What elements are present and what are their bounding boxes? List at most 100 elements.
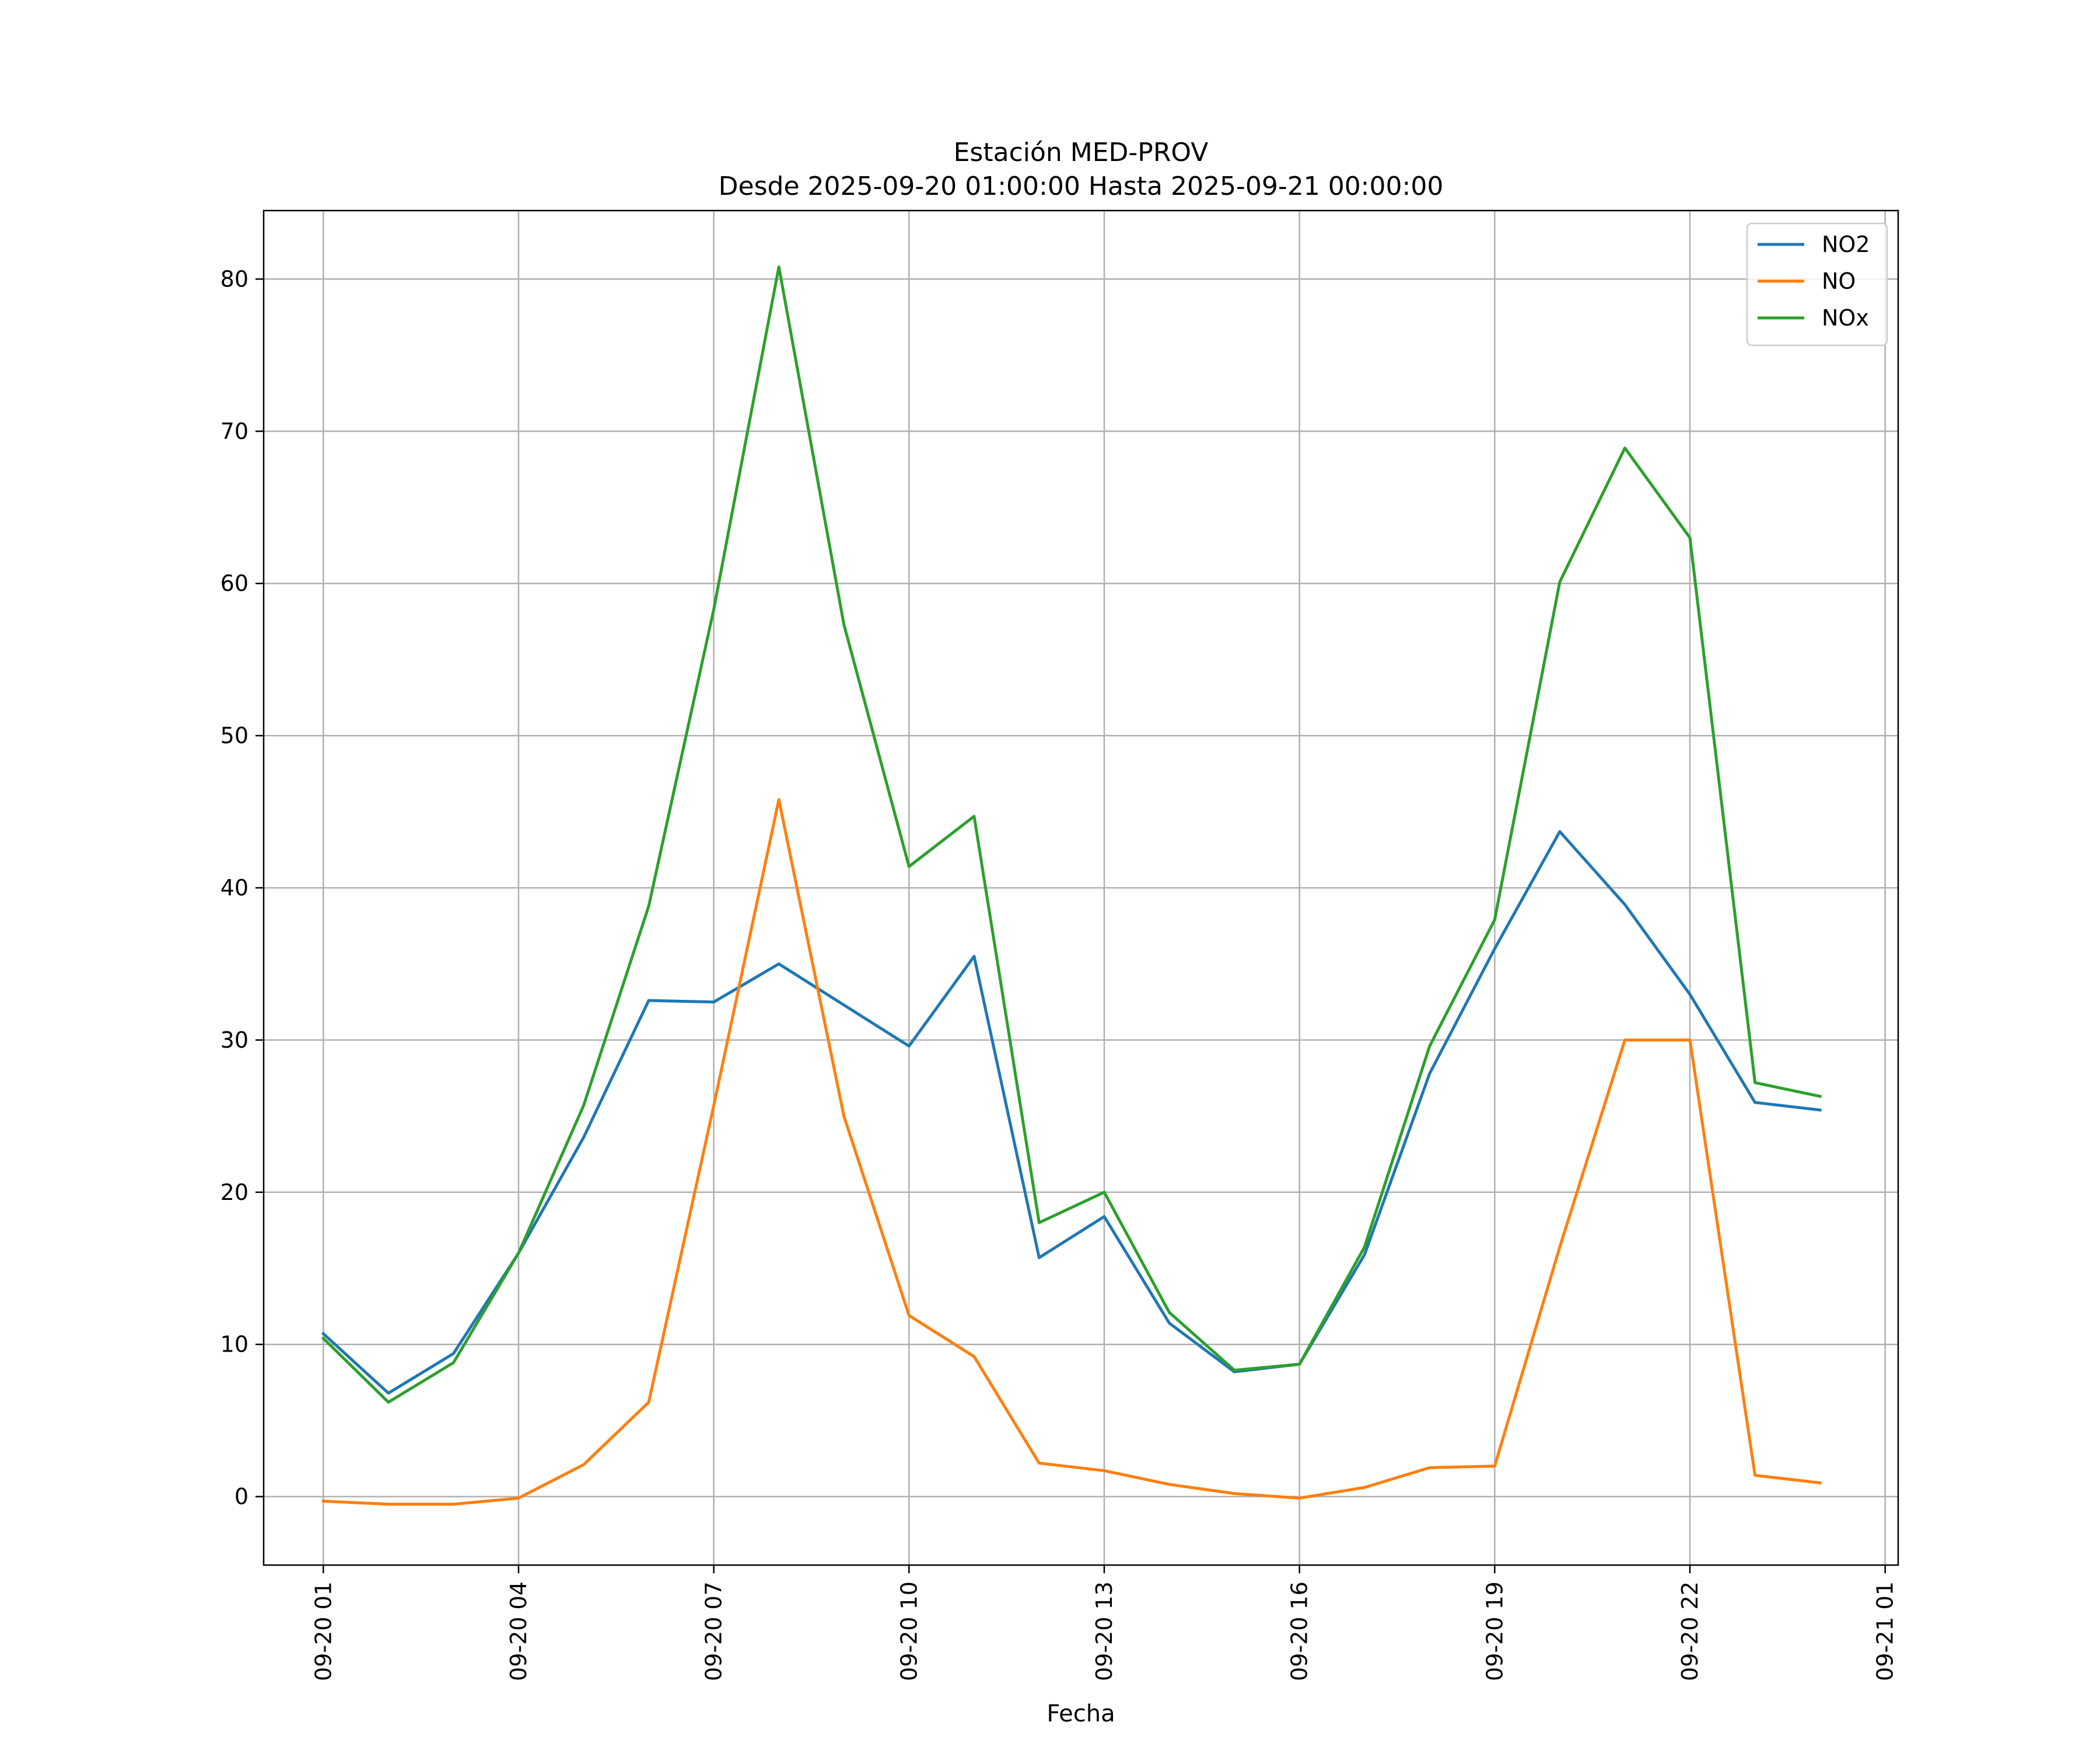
data-point-no2	[1363, 1254, 1366, 1256]
legend-box	[1746, 222, 1888, 346]
series-lines	[321, 265, 1822, 1506]
x-tick-label: 09-20 07	[701, 1581, 727, 1681]
data-point-no	[1168, 1483, 1170, 1486]
x-tick-label: 09-20 19	[1482, 1581, 1507, 1681]
data-point-nox	[1559, 581, 1561, 583]
chart-subtitle: Desde 2025-09-20 01:00:00 Hasta 2025-09-…	[719, 172, 1444, 201]
data-point-no	[648, 1401, 650, 1404]
y-tick-label: 60	[220, 570, 249, 596]
data-point-no	[843, 1115, 845, 1117]
data-point-no	[1819, 1482, 1821, 1484]
x-tick-label: 09-20 13	[1091, 1581, 1117, 1681]
data-point-nox	[778, 266, 780, 268]
x-tick-label: 09-20 10	[896, 1581, 922, 1681]
data-point-nox	[1298, 1363, 1301, 1366]
data-point-no2	[908, 1045, 910, 1047]
grid	[264, 211, 1898, 1565]
x-tick-label: 09-20 16	[1287, 1581, 1312, 1681]
data-point-no	[908, 1314, 910, 1317]
data-point-nox	[452, 1362, 454, 1364]
data-point-nox	[1689, 537, 1691, 539]
data-point-no	[1689, 1039, 1691, 1041]
data-point-no2	[322, 1332, 324, 1335]
data-point-nox	[1819, 1095, 1821, 1097]
data-point-nox	[1363, 1246, 1366, 1248]
data-point-nox	[517, 1252, 520, 1254]
data-point-nox	[1038, 1222, 1040, 1224]
y-tick-label: 0	[235, 1484, 249, 1510]
data-point-no	[973, 1356, 975, 1358]
data-point-no	[1493, 1465, 1496, 1467]
chart-title: Estación MED-PROV	[954, 138, 1209, 167]
data-point-no2	[1819, 1109, 1821, 1111]
data-point-no	[1363, 1486, 1366, 1489]
data-point-no2	[583, 1136, 584, 1139]
x-tick-label: 09-20 04	[506, 1581, 531, 1681]
data-point-no2	[1624, 904, 1626, 906]
x-axis-ticks: 09-20 01 09-20 04 09-20 07 09-20 10 09-20 13…	[310, 1565, 1898, 1681]
data-point-no2	[1754, 1101, 1756, 1104]
data-point-nox	[648, 905, 650, 907]
data-point-nox	[713, 608, 715, 611]
series-no2-group	[321, 830, 1822, 1395]
data-point-no2	[1559, 831, 1561, 832]
data-point-no	[387, 1503, 390, 1506]
data-point-nox	[1233, 1369, 1236, 1371]
data-point-no2	[1038, 1256, 1040, 1259]
data-point-no	[1038, 1462, 1040, 1464]
data-point-no2	[387, 1392, 390, 1394]
data-point-nox	[908, 866, 910, 867]
data-point-no2	[973, 955, 975, 957]
x-tick-label: 09-20 01	[310, 1581, 336, 1681]
data-point-nox	[973, 815, 975, 817]
data-point-no2	[648, 999, 650, 1002]
y-tick-label: 20	[220, 1180, 249, 1205]
y-tick-label: 70	[220, 418, 249, 444]
data-point-no	[778, 799, 780, 801]
data-point-no	[1754, 1474, 1756, 1476]
data-point-no	[1624, 1039, 1626, 1041]
y-tick-label: 50	[220, 723, 249, 748]
legend: NO2 NO NOx	[1746, 222, 1888, 346]
data-point-no	[1298, 1497, 1301, 1499]
data-point-nox	[583, 1104, 584, 1107]
data-point-no2	[843, 1004, 845, 1006]
data-point-no2	[778, 963, 780, 965]
series-no-group	[321, 798, 1822, 1506]
legend-label-no: NO	[1822, 268, 1856, 294]
data-point-no2	[452, 1352, 454, 1354]
data-point-no	[1103, 1469, 1105, 1472]
data-point-nox	[1754, 1082, 1756, 1084]
data-point-no	[452, 1503, 454, 1506]
data-point-nox	[1493, 919, 1496, 921]
data-point-no2	[1103, 1216, 1105, 1217]
data-point-no2	[1689, 993, 1691, 996]
y-tick-label: 80	[220, 266, 249, 292]
legend-label-no2: NO2	[1822, 232, 1870, 257]
data-point-nox	[322, 1337, 324, 1339]
data-point-no	[517, 1497, 520, 1499]
series-nox-group	[321, 265, 1822, 1404]
data-point-no	[713, 1104, 715, 1107]
data-point-no2	[1493, 947, 1496, 950]
data-point-no	[1233, 1492, 1236, 1494]
data-point-no2	[713, 1001, 715, 1003]
data-point-nox	[1103, 1191, 1105, 1194]
data-point-nox	[1624, 447, 1626, 449]
legend-label-nox: NOx	[1822, 305, 1869, 331]
data-point-no	[1429, 1466, 1431, 1469]
data-point-nox	[1429, 1045, 1431, 1047]
series-line-no2	[321, 830, 1822, 1395]
y-axis-ticks: 0 10 20 30 40 50 60 70 80	[220, 266, 264, 1510]
series-line-no	[321, 798, 1822, 1506]
x-axis-label: Fecha	[1046, 1700, 1115, 1727]
data-point-nox	[1168, 1311, 1170, 1314]
data-point-no	[1559, 1246, 1561, 1248]
data-point-no	[322, 1500, 324, 1502]
x-tick-label: 09-21 01	[1873, 1581, 1898, 1681]
data-point-no	[583, 1464, 584, 1466]
y-tick-label: 10	[220, 1332, 249, 1357]
data-point-no2	[1429, 1072, 1431, 1074]
series-line-nox	[321, 265, 1822, 1404]
data-point-no2	[1168, 1322, 1170, 1324]
